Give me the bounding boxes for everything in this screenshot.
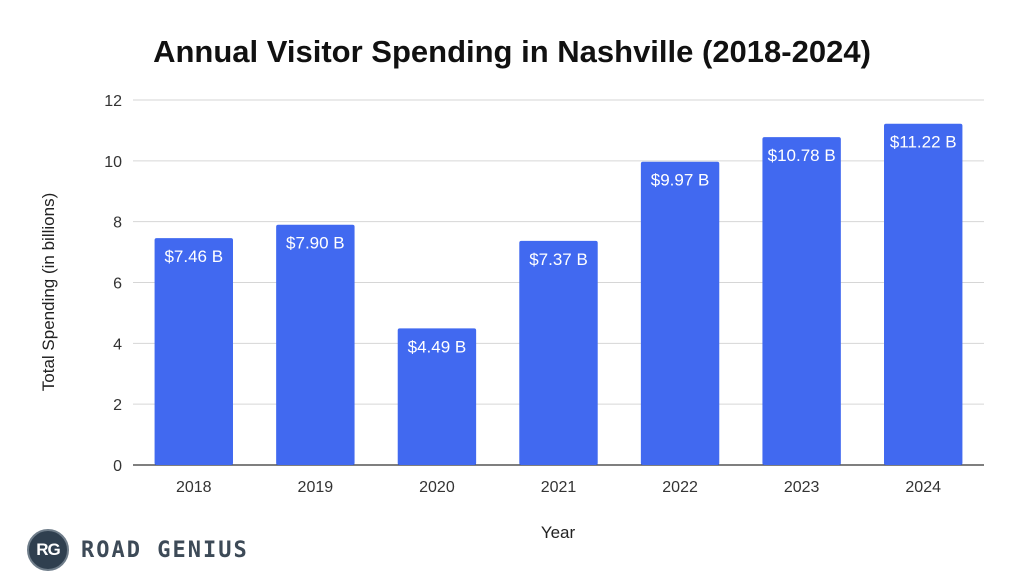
bar-2018 — [154, 238, 233, 465]
y-tick-label: 0 — [113, 458, 122, 475]
x-axis-title: Year — [541, 523, 576, 542]
logo-badge-icon: RG — [27, 529, 69, 571]
x-tick-label: 2018 — [176, 479, 212, 496]
data-label-2021: $7.37 B — [529, 250, 588, 269]
x-tick-label: 2024 — [905, 479, 941, 496]
logo-text: ROAD GENIUS — [81, 537, 249, 563]
y-axis-title: Total Spending (in billions) — [39, 193, 58, 391]
x-tick-labels: 2018 2019 2020 2021 2022 2023 2024 — [176, 479, 941, 496]
bar-2019 — [276, 224, 355, 465]
y-tick-labels: 0 2 4 6 8 10 12 — [104, 93, 122, 475]
data-label-2024: $11.22 B — [890, 133, 957, 152]
y-tick-label: 4 — [113, 336, 122, 353]
x-tick-label: 2022 — [662, 479, 698, 496]
bar-2020 — [397, 328, 477, 465]
data-label-2022: $9.97 B — [651, 171, 710, 190]
chart-title: Annual Visitor Spending in Nashville (20… — [153, 34, 871, 69]
data-label-2020: $4.49 B — [408, 337, 467, 356]
x-tick-label: 2023 — [784, 479, 820, 496]
bar-2023 — [762, 137, 841, 465]
data-label-2018: $7.46 B — [164, 247, 223, 266]
y-tick-label: 12 — [104, 93, 122, 110]
y-tick-label: 10 — [104, 154, 122, 171]
x-tick-label: 2019 — [298, 479, 334, 496]
bar-2024 — [884, 123, 963, 465]
data-label-2019: $7.90 B — [286, 234, 345, 253]
bar-2022 — [640, 161, 720, 465]
bar-2021 — [519, 240, 598, 465]
road-genius-logo: RG ROAD GENIUS — [27, 528, 249, 572]
y-tick-label: 8 — [113, 215, 122, 232]
x-tick-label: 2020 — [419, 479, 455, 496]
y-tick-label: 6 — [113, 276, 122, 293]
y-tick-label: 2 — [113, 397, 122, 414]
x-tick-label: 2021 — [541, 479, 577, 496]
data-label-2023: $10.78 B — [768, 146, 836, 165]
bars: $7.46 B $7.90 B $4.49 B $7.37 B $9.97 B $10.7… — [154, 123, 963, 465]
